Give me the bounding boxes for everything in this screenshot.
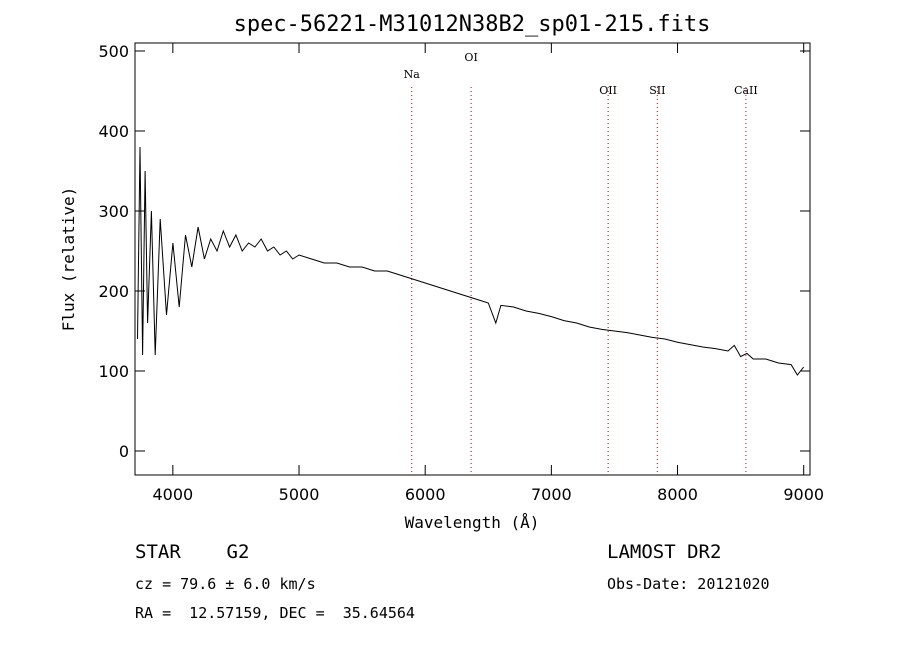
y-tick-label: 500 (98, 42, 129, 61)
x-tick-label: 4000 (152, 485, 193, 504)
ra-dec: RA = 12.57159, DEC = 35.64564 (135, 604, 415, 622)
spectral-line-label: Na (404, 68, 421, 81)
y-tick-label: 0 (119, 442, 129, 461)
obs-date: Obs-Date: 20121020 (607, 575, 770, 593)
survey-name: LAMOST DR2 (607, 541, 722, 563)
x-axis-label: Wavelength (Å) (405, 513, 540, 532)
plot-frame (134, 42, 811, 476)
x-tick-label: 6000 (405, 485, 446, 504)
spectrum-series (137, 146, 805, 376)
spectral-line-label: SII (649, 84, 665, 97)
redshift-cz: cz = 79.6 ± 6.0 km/s (135, 575, 316, 593)
y-tick-label: 100 (98, 362, 129, 381)
x-tick-label: 9000 (783, 485, 824, 504)
y-tick-label: 300 (98, 202, 129, 221)
chart-title: spec-56221-M31012N38B2_sp01-215.fits (234, 12, 711, 37)
y-tick-label: 200 (98, 282, 129, 301)
x-tick-label: 7000 (531, 485, 572, 504)
object-type: STAR G2 (135, 541, 250, 563)
x-tick-label: 5000 (279, 485, 320, 504)
spectrum-line (137, 146, 805, 376)
axis-ticks: 4000 5000 6000 7000 8000 9000 0 100 200 300 400 500 (98, 42, 824, 504)
spectral-lines: Na OI OII SII CaII (404, 51, 758, 475)
y-axis-label: Flux (relative) (59, 187, 78, 332)
spectral-line-label: CaII (734, 84, 758, 97)
y-tick-label: 400 (98, 122, 129, 141)
spectral-line-label: OI (464, 51, 477, 64)
x-tick-label: 8000 (657, 485, 698, 504)
spectral-line-label: OII (599, 84, 617, 97)
